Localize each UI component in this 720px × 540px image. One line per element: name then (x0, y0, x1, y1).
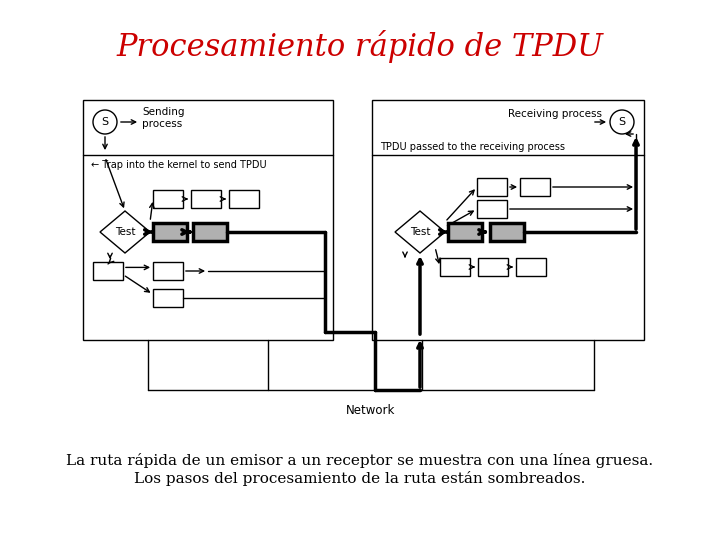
Polygon shape (100, 211, 150, 253)
Text: Receiving process: Receiving process (508, 109, 602, 119)
Text: ← Trap into the kernel to send TPDU: ← Trap into the kernel to send TPDU (91, 160, 266, 170)
Bar (520, 178, 550, 196)
Bar (440, 258, 470, 276)
Bar (516, 258, 546, 276)
Text: S: S (102, 117, 109, 127)
Bar (478, 258, 508, 276)
Bar (229, 190, 259, 208)
Circle shape (610, 110, 634, 134)
Text: Sending
process: Sending process (142, 107, 184, 129)
Text: Procesamiento rápido de TPDU: Procesamiento rápido de TPDU (117, 30, 603, 63)
Text: La ruta rápida de un emisor a un receptor se muestra con una línea gruesa.: La ruta rápida de un emisor a un recepto… (66, 453, 654, 468)
Text: Los pasos del procesamiento de la ruta están sombreados.: Los pasos del procesamiento de la ruta e… (135, 470, 585, 485)
Text: TPDU passed to the receiving process: TPDU passed to the receiving process (380, 142, 565, 152)
Bar (153, 289, 183, 307)
Bar (490, 223, 524, 241)
Text: Test: Test (114, 227, 135, 237)
Text: Test: Test (410, 227, 431, 237)
Bar (153, 262, 183, 280)
Bar (372, 100, 644, 340)
Circle shape (93, 110, 117, 134)
Polygon shape (395, 211, 445, 253)
Bar (448, 223, 482, 241)
Text: Network: Network (346, 404, 396, 417)
Bar (93, 262, 123, 280)
Bar (153, 190, 183, 208)
Bar (191, 190, 221, 208)
Bar (193, 223, 227, 241)
Bar (477, 178, 507, 196)
Bar (83, 100, 333, 340)
Bar (153, 223, 187, 241)
Text: S: S (618, 117, 626, 127)
Bar (477, 200, 507, 218)
